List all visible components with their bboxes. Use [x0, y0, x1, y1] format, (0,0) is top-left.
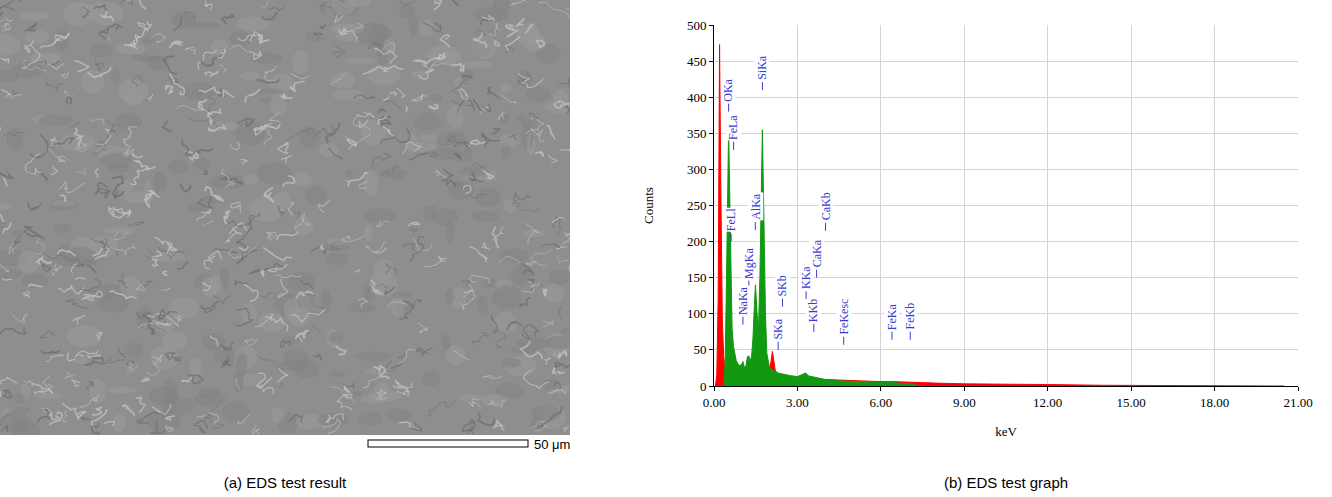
svg-text:SKb: SKb — [775, 275, 789, 296]
svg-text:12.00: 12.00 — [1033, 395, 1062, 410]
svg-text:CaKb: CaKb — [819, 192, 833, 220]
svg-text:NaKa: NaKa — [736, 286, 750, 315]
svg-text:3.00: 3.00 — [786, 395, 809, 410]
svg-text:0: 0 — [700, 379, 707, 394]
svg-text:200: 200 — [687, 234, 707, 249]
svg-text:SKa: SKa — [771, 318, 785, 339]
svg-text:FeKb: FeKb — [903, 303, 917, 330]
svg-text:9.00: 9.00 — [953, 395, 976, 410]
html-text:(b) EDS test graph: (b) EDS test graph — [943, 474, 1069, 491]
svg-text:50 μm: 50 μm — [534, 437, 570, 452]
svg-text:350: 350 — [687, 126, 707, 141]
svg-text:CaKa: CaKa — [810, 239, 824, 267]
svg-text:KKb: KKb — [806, 299, 820, 322]
svg-text:MgKa: MgKa — [742, 248, 756, 279]
svg-text:6.00: 6.00 — [869, 395, 892, 410]
svg-text:SiKa: SiKa — [755, 55, 769, 80]
svg-text:OKa: OKa — [721, 78, 735, 101]
svg-text:300: 300 — [687, 162, 707, 177]
svg-text:100: 100 — [687, 306, 707, 321]
svg-text:400: 400 — [687, 90, 707, 105]
svg-text:15.00: 15.00 — [1117, 395, 1146, 410]
svg-text:0.00: 0.00 — [703, 395, 726, 410]
svg-text:450: 450 — [687, 54, 707, 69]
svg-text:21.00: 21.00 — [1283, 395, 1312, 410]
svg-text:150: 150 — [687, 270, 707, 285]
svg-text:50: 50 — [693, 342, 706, 357]
svg-text:FeLl: FeLl — [724, 208, 738, 231]
svg-text:KKa: KKa — [799, 266, 813, 289]
svg-text:AlKa: AlKa — [749, 193, 763, 220]
svg-text:FeKa: FeKa — [885, 304, 899, 331]
svg-text:250: 250 — [687, 198, 707, 213]
svg-text:18.00: 18.00 — [1200, 395, 1229, 410]
svg-text:Counts: Counts — [641, 187, 656, 224]
svg-text:500: 500 — [687, 18, 707, 33]
svg-text:FeLa: FeLa — [726, 115, 740, 140]
svg-text:keV: keV — [995, 424, 1017, 439]
svg-text:FeKesc: FeKesc — [837, 299, 851, 335]
html-text:(a) EDS test result: (a) EDS test result — [223, 474, 347, 491]
